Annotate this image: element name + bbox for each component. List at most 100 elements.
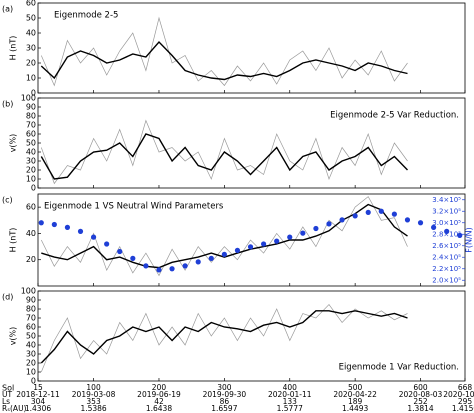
marker <box>169 266 175 272</box>
row-value: 189 <box>348 397 363 406</box>
marker <box>339 217 345 223</box>
marker <box>234 247 241 253</box>
row-value: 1.6597 <box>211 404 237 413</box>
y-tick-label: 50 <box>26 139 36 148</box>
y2-tick-label: 2.8×10⁵ <box>432 230 461 238</box>
marker <box>444 228 450 234</box>
marker <box>90 234 97 240</box>
y2-tick-label: 3.4×10⁵ <box>432 196 461 204</box>
marker <box>417 220 424 226</box>
y-tick-label: 20 <box>26 359 36 368</box>
row-value: 2019-09-30 <box>203 390 247 399</box>
y-tick-label: 100 <box>21 287 36 296</box>
series-line <box>41 42 460 80</box>
x-tick-label: 668 <box>458 383 473 392</box>
y-tick-label: 30 <box>26 157 36 166</box>
y-tick-label: 60 <box>26 203 36 212</box>
marker <box>247 244 254 250</box>
marker <box>274 238 280 244</box>
y-tick-label: 50 <box>26 14 36 23</box>
row-value: 2020-01-11 <box>268 390 312 399</box>
row-value: 1.6438 <box>146 404 172 413</box>
y-tick-label: 60 <box>26 0 36 8</box>
row-value: 295 <box>458 397 473 406</box>
marker <box>195 259 201 265</box>
annotation: Eigenmode 2-5 Var Reduction. <box>330 111 459 121</box>
y-tick-label: 80 <box>26 112 36 121</box>
marker <box>182 263 188 269</box>
y2-tick-label: 2.4×10⁵ <box>432 253 461 261</box>
y-tick-label: 0 <box>31 377 36 386</box>
marker <box>326 221 332 227</box>
x-tick-label: 15 <box>33 383 43 392</box>
row-value: 86 <box>220 397 230 406</box>
y-tick-label: 30 <box>26 350 36 359</box>
row-value: 2019-03-08 <box>72 390 116 399</box>
y-axis-label: H (nT) <box>9 228 18 253</box>
row-label: Ls <box>2 397 10 406</box>
marker <box>221 251 227 257</box>
row-value: 2020-04-22 <box>333 390 377 399</box>
y-tick-label: 90 <box>26 103 36 112</box>
marker <box>457 232 463 238</box>
marker <box>117 248 123 255</box>
row-value: 353 <box>86 397 101 406</box>
marker <box>64 224 71 230</box>
marker <box>156 267 162 273</box>
marker <box>287 234 293 240</box>
marker <box>77 228 84 234</box>
marker <box>51 221 57 228</box>
y2-axis-label: F(N/N) <box>465 227 474 253</box>
row-value: 2018-12-11 <box>16 390 60 399</box>
marker <box>130 255 136 261</box>
row-value: 1.5777 <box>277 404 303 413</box>
y2-tick-label: 2.6×10⁵ <box>432 242 461 250</box>
y-tick-label: 40 <box>26 29 36 38</box>
panel-label: (b) <box>2 100 13 109</box>
y-tick-label: 60 <box>26 323 36 332</box>
y-axis-label: H (nT) <box>9 36 18 61</box>
marker <box>104 241 110 247</box>
marker <box>143 263 149 269</box>
row-value: 1.3814 <box>407 404 433 413</box>
y-tick-label: 100 <box>21 94 36 103</box>
marker <box>313 225 319 232</box>
annotation: Eigenmode 2-5 <box>54 11 118 21</box>
y-tick-label: 70 <box>26 121 36 130</box>
x-tick-label: 600 <box>413 383 428 392</box>
marker <box>352 213 358 219</box>
row-value: 2020-10-12 <box>443 390 474 399</box>
y-tick-label: 20 <box>26 59 36 68</box>
y2-tick-label: 3.2×10⁵ <box>432 207 461 215</box>
row-value: 1.5386 <box>80 404 106 413</box>
x-tick-label: 400 <box>283 383 298 392</box>
row-value: 304 <box>31 397 46 406</box>
x-tick-label: 500 <box>348 383 363 392</box>
y-tick-label: 90 <box>26 296 36 305</box>
y-tick-label: 10 <box>26 74 36 83</box>
row-value: 42 <box>154 397 164 406</box>
y-tick-label: 20 <box>26 255 36 264</box>
row-value: 1.4306 <box>25 404 51 413</box>
y-tick-label: 40 <box>26 229 36 238</box>
marker <box>431 224 437 230</box>
x-tick-label: 100 <box>86 383 101 392</box>
row-value: 133 <box>283 397 298 406</box>
y2-tick-label: 3.0×10⁵ <box>432 219 461 227</box>
row-value: 1.4493 <box>342 404 368 413</box>
y-tick-label: 30 <box>26 44 36 53</box>
row-value: 2020-08-03 <box>399 390 443 399</box>
y-tick-label: 10 <box>26 175 36 184</box>
row-label: UT <box>2 390 12 399</box>
series-line <box>41 205 460 268</box>
y-tick-label: 40 <box>26 341 36 350</box>
y-tick-label: 50 <box>26 332 36 341</box>
y-tick-label: 0 <box>31 89 36 98</box>
y-tick-label: 60 <box>26 130 36 139</box>
y2-tick-label: 2.2×10⁵ <box>432 265 461 273</box>
x-tick-label: 300 <box>217 383 232 392</box>
y-tick-label: 20 <box>26 166 36 175</box>
marker <box>391 211 397 217</box>
marker <box>404 217 411 223</box>
